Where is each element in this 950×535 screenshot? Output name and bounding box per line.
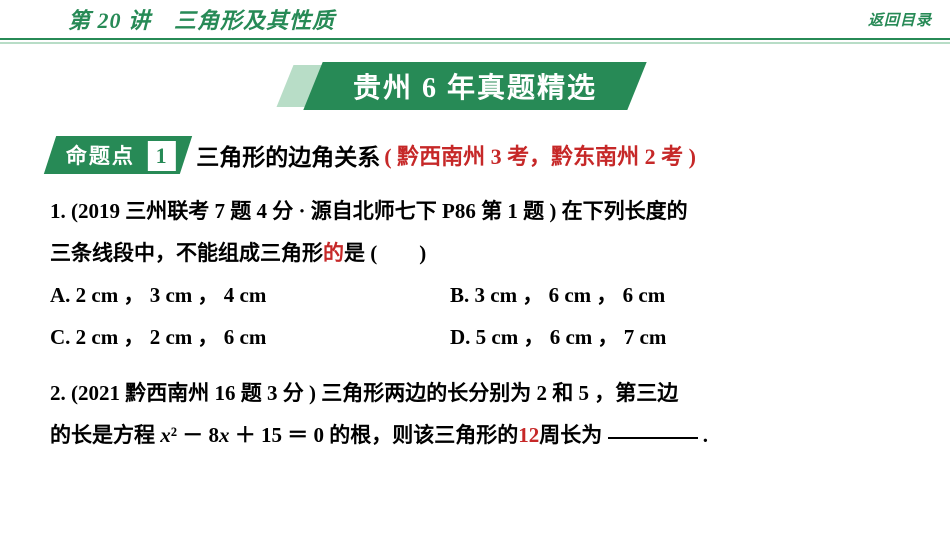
topic-note: ( 黔西南州 3 考，黔东南州 2 考 ) [384,139,696,171]
topic-number-box: 1 [148,141,176,171]
content-area: 1. (2019 三州联考 7 题 4 分 · 源自北师七下 P86 第 1 题… [0,174,950,456]
q2-answer-overlay: 12 [518,423,539,447]
q2-line1: 2. (2021 黔西南州 16 题 3 分 ) 三角形两边的长分别为 2 和 … [50,381,678,405]
q1-line2b: 是 ( ) [344,241,426,265]
q2-eq-mid: ² － 8 [171,423,219,447]
q1-options-row-2: C. 2 cm ， 2 cm ， 6 cm D. 5 cm ， 6 cm ， 7… [50,316,900,358]
header-underline [0,42,950,44]
q2-period: . [698,423,709,447]
q1-options-row-1: A. 2 cm ， 3 cm ， 4 cm B. 3 cm ， 6 cm ， 6… [50,274,900,316]
q2-line2a: 的长是方程 [50,423,160,447]
banner-text: 贵州 6 年真题精选 [353,66,597,106]
banner: 贵州 6 年真题精选 [0,62,950,110]
topic-tag-label: 命题点 [66,144,135,168]
q1-option-b: B. 3 cm ， 6 cm ， 6 cm [450,274,900,316]
question-1: 1. (2019 三州联考 7 题 4 分 · 源自北师七下 P86 第 1 题… [50,190,900,274]
topic-tag: 命题点 1 [44,136,193,174]
return-link[interactable]: 返回目录 [868,9,932,30]
banner-main: 贵州 6 年真题精选 [303,62,646,110]
topic-number: 1 [156,143,169,169]
q1-line2a: 三条线段中，不能组成三角形 [50,241,323,265]
q2-eq-x2: x [160,423,171,447]
q1-answer-overlay: 的 [323,241,344,265]
q2-eq-tail: ＋ 15 ＝ 0 的根，则该三角形的 [230,423,519,447]
answer-blank [608,437,698,439]
q1-option-c: C. 2 cm ， 2 cm ， 6 cm [50,316,450,358]
lecture-title: 第 20 讲 三角形及其性质 [68,3,335,35]
question-2: 2. (2021 黔西南州 16 题 3 分 ) 三角形两边的长分别为 2 和 … [50,372,900,456]
header-bar: 第 20 讲 三角形及其性质 返回目录 [0,0,950,40]
topic-title: 三角形的边角关系 [196,138,380,172]
topic-row: 命题点 1 三角形的边角关系 ( 黔西南州 3 考，黔东南州 2 考 ) [50,136,950,174]
q1-option-a: A. 2 cm ， 3 cm ， 4 cm [50,274,450,316]
q1-line1: 1. (2019 三州联考 7 题 4 分 · 源自北师七下 P86 第 1 题… [50,199,688,223]
q2-line2c: 周长为 [539,423,607,447]
q2-eq-x: x [219,423,230,447]
q1-option-d: D. 5 cm ， 6 cm ， 7 cm [450,316,900,358]
